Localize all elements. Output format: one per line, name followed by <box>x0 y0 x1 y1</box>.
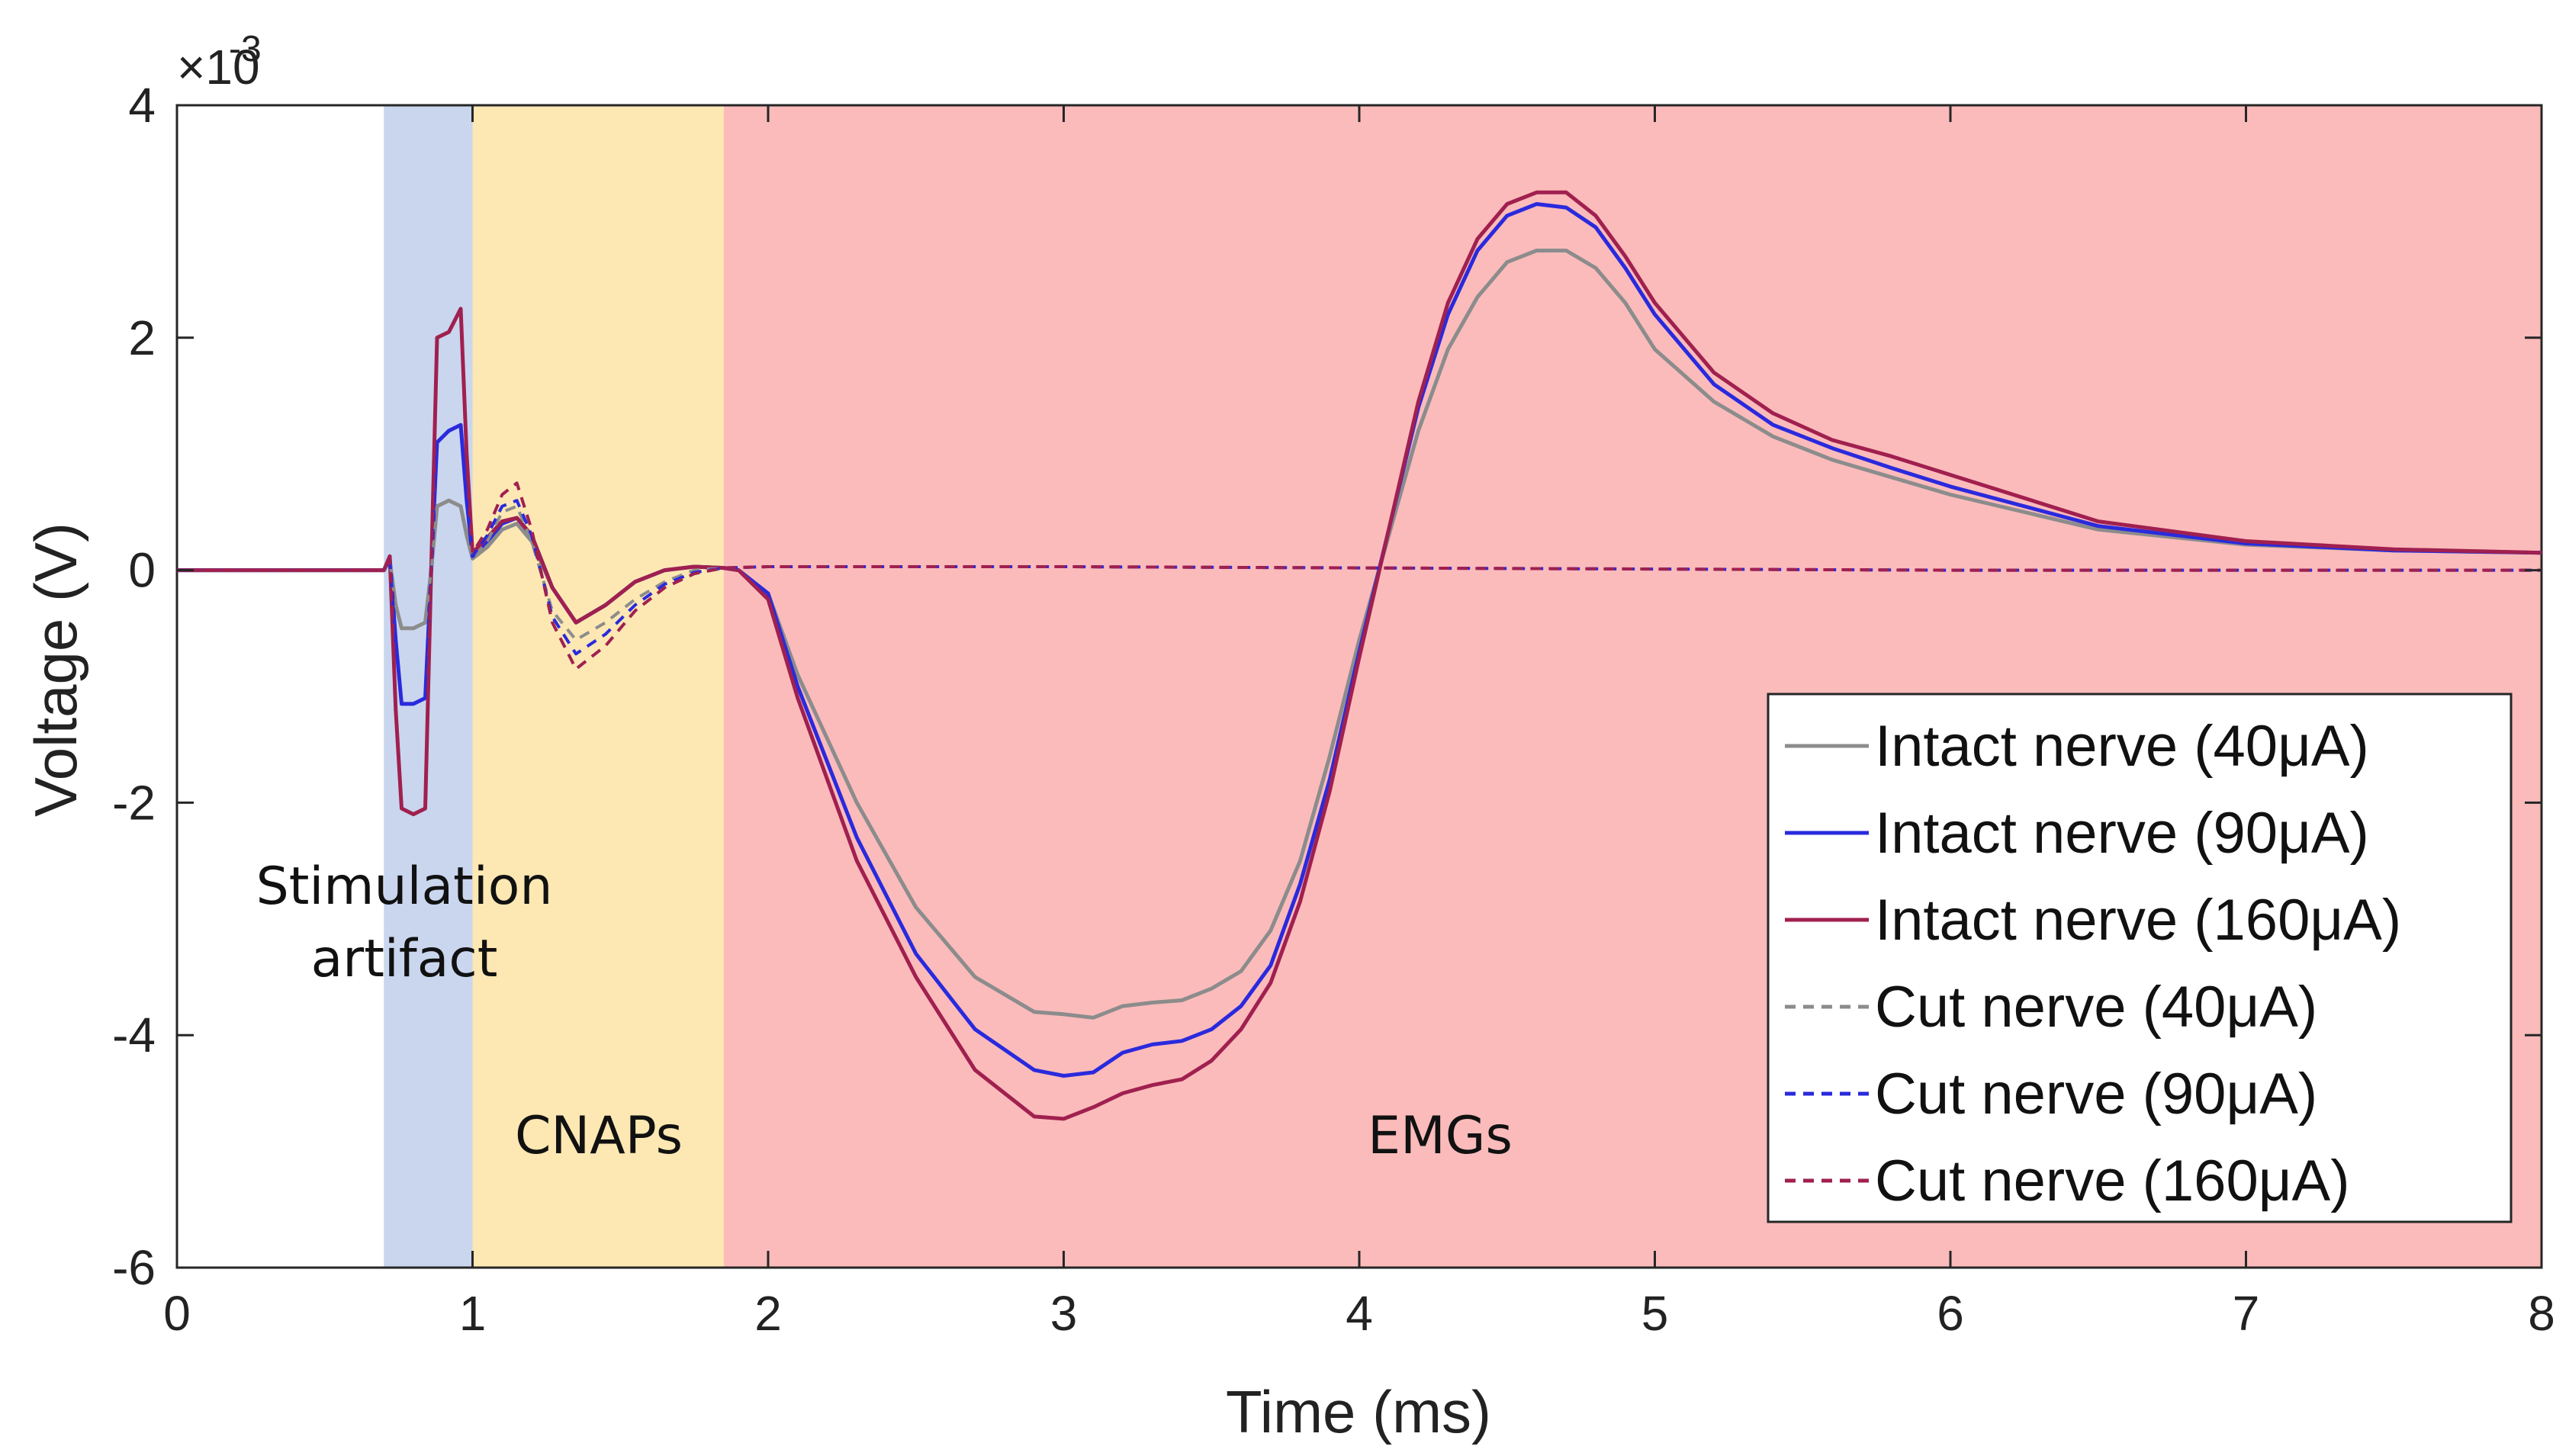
x-tick-label: 7 <box>2233 1286 2260 1341</box>
region-cnaps <box>472 105 724 1268</box>
y-tick-label: 4 <box>128 78 156 133</box>
legend-label-intact-nerve-90-a: Intact nerve (90μA) <box>1875 801 2369 866</box>
x-tick-label: 2 <box>754 1286 782 1341</box>
series-intact-nerve-40-a <box>177 249 2542 1020</box>
y-axis-title: Voltage (V) <box>22 522 89 817</box>
legend-label-intact-nerve-160-a: Intact nerve (160μA) <box>1875 888 2401 953</box>
axis-ticks: 0 1 2 3 4 5 6 7 8 -6 -4 -2 0 2 4 <box>112 78 2555 1341</box>
region-label-emgs: EMGs <box>1368 1106 1513 1166</box>
legend-label-cut-nerve-40-a: Cut nerve (40μA) <box>1875 975 2317 1040</box>
x-tick-label: 4 <box>1346 1286 1373 1341</box>
region-labels: Stimulation artifact CNAPs EMGs <box>256 857 1513 1166</box>
legend-label-cut-nerve-160-a: Cut nerve (160μA) <box>1875 1149 2350 1213</box>
legend-box <box>1767 693 2513 1223</box>
x-tick-label: 8 <box>2528 1286 2555 1341</box>
y-tick-label: 2 <box>128 310 156 365</box>
x-axis-title: Time (ms) <box>1226 1378 1491 1445</box>
region-label-stimulation-artifact: artifact <box>311 929 498 989</box>
y-exponent-power: -3 <box>229 29 262 69</box>
y-tick-label: -6 <box>112 1240 156 1295</box>
region-label-stimulation-artifact: Stimulation <box>256 857 553 917</box>
x-tick-label: 3 <box>1050 1286 1078 1341</box>
series-cut-nerve-160-a <box>177 307 2542 816</box>
y-tick-label: -4 <box>112 1008 156 1062</box>
y-tick-label: -2 <box>112 775 156 830</box>
y-tick-label: 0 <box>128 543 156 598</box>
x-tick-label: 1 <box>459 1286 487 1341</box>
legend-label-intact-nerve-40-a: Intact nerve (40μA) <box>1875 714 2369 779</box>
legend-label-cut-nerve-90-a: Cut nerve (90μA) <box>1875 1062 2317 1127</box>
region-label-cnaps: CNAPs <box>515 1106 683 1166</box>
x-tick-label: 6 <box>1937 1286 1964 1341</box>
series-lines <box>177 190 2542 1121</box>
y-exponent-label: ×10 <box>177 40 260 95</box>
x-tick-label: 5 <box>1641 1286 1669 1341</box>
series-intact-nerve-90-a <box>177 202 2542 1078</box>
legend: Intact nerve (40μA) Intact nerve (90μA) In… <box>1767 693 2513 1223</box>
x-tick-label: 0 <box>163 1286 191 1341</box>
